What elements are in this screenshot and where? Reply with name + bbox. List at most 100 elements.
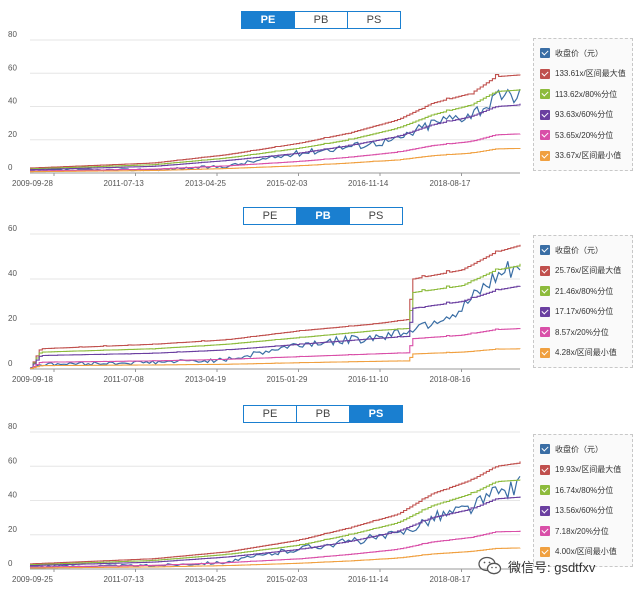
tab-pb[interactable]: PB bbox=[297, 406, 350, 422]
legend-label: 93.63x/60%分位 bbox=[555, 110, 614, 120]
checkbox-icon[interactable] bbox=[540, 48, 550, 59]
watermark-text: 微信号: gsdtfxv bbox=[508, 559, 596, 575]
pe-chart: 0 20 40 60 80 2009-09-28 2011-07-13 2013-04-25 2… bbox=[8, 30, 521, 188]
x-tick-label: 2018-08-17 bbox=[430, 179, 471, 188]
tab-pb[interactable]: PB bbox=[297, 208, 350, 224]
legend-item[interactable]: 收盘价（元） bbox=[540, 240, 632, 261]
series-line-3 bbox=[30, 496, 521, 567]
series-line-1 bbox=[30, 244, 521, 369]
series-line-3 bbox=[30, 103, 521, 171]
checkbox-icon[interactable] bbox=[540, 526, 550, 537]
legend-item[interactable]: 53.65x/20%分位 bbox=[540, 125, 632, 146]
legend-label: 113.62x/80%分位 bbox=[555, 89, 618, 99]
legend-item[interactable]: 收盘价（元） bbox=[540, 439, 632, 460]
legend-label: 25.76x/区间最大值 bbox=[555, 266, 622, 276]
y-tick-label: 40 bbox=[8, 97, 17, 106]
legend-label: 17.17x/60%分位 bbox=[555, 307, 614, 317]
y-tick-label: 0 bbox=[8, 559, 13, 568]
x-tick-label: 2009-09-28 bbox=[12, 179, 53, 188]
series-line-2 bbox=[30, 263, 521, 369]
tab-ps[interactable]: PS bbox=[350, 406, 402, 422]
x-tick-label: 2011-07-13 bbox=[104, 179, 145, 188]
checkbox-icon[interactable] bbox=[540, 286, 550, 297]
tab-pe[interactable]: PE bbox=[244, 406, 297, 422]
legend-label: 13.56x/60%分位 bbox=[555, 506, 614, 516]
pb-legend: 收盘价（元） 25.76x/区间最大值 21.46x/80%分位 17.17x/60%… bbox=[533, 235, 633, 368]
legend-label: 8.57x/20%分位 bbox=[555, 327, 609, 337]
checkbox-icon[interactable] bbox=[540, 485, 550, 496]
legend-item[interactable]: 133.61x/区间最大值 bbox=[540, 64, 632, 85]
checkbox-icon[interactable] bbox=[540, 109, 550, 120]
x-tick-label: 2011-07-08 bbox=[104, 375, 145, 384]
legend-item[interactable]: 19.93x/区间最大值 bbox=[540, 460, 632, 481]
legend-item[interactable]: 33.67x/区间最小值 bbox=[540, 146, 632, 167]
series-line-4 bbox=[30, 328, 521, 369]
series-line-1 bbox=[30, 74, 521, 169]
legend-label: 21.46x/80%分位 bbox=[555, 286, 614, 296]
valuation-tabs: PE PB PS bbox=[243, 405, 403, 423]
tab-ps[interactable]: PS bbox=[350, 208, 402, 224]
y-tick-label: 20 bbox=[8, 525, 17, 534]
series-line-2 bbox=[30, 479, 521, 566]
series-line-4 bbox=[30, 530, 521, 568]
checkbox-icon[interactable] bbox=[540, 347, 550, 358]
legend-item[interactable]: 7.18x/20%分位 bbox=[540, 521, 632, 542]
legend-item[interactable]: 4.00x/区间最小值 bbox=[540, 542, 632, 563]
series-line-1 bbox=[30, 461, 521, 565]
tab-pe[interactable]: PE bbox=[242, 12, 295, 28]
legend-item[interactable]: 收盘价（元） bbox=[540, 43, 632, 64]
series-line-3 bbox=[30, 285, 521, 369]
legend-item[interactable]: 17.17x/60%分位 bbox=[540, 302, 632, 323]
legend-label: 收盘价（元） bbox=[555, 48, 603, 58]
legend-label: 4.00x/区间最小值 bbox=[555, 547, 617, 557]
series-line-5 bbox=[30, 147, 521, 173]
checkbox-icon[interactable] bbox=[540, 327, 550, 338]
pe-legend: 收盘价（元） 133.61x/区间最大值 113.62x/80%分位 93.63x/6… bbox=[533, 38, 633, 171]
checkbox-icon[interactable] bbox=[540, 130, 550, 141]
legend-item[interactable]: 8.57x/20%分位 bbox=[540, 322, 632, 343]
checkbox-icon[interactable] bbox=[540, 68, 550, 79]
tab-pb[interactable]: PB bbox=[295, 12, 348, 28]
checkbox-icon[interactable] bbox=[540, 150, 550, 161]
legend-item[interactable]: 4.28x/区间最小值 bbox=[540, 343, 632, 364]
legend-item[interactable]: 113.62x/80%分位 bbox=[540, 84, 632, 105]
tab-ps[interactable]: PS bbox=[348, 12, 400, 28]
legend-item[interactable]: 16.74x/80%分位 bbox=[540, 480, 632, 501]
x-tick-label: 2009-09-18 bbox=[12, 375, 53, 384]
y-tick-label: 20 bbox=[8, 130, 17, 139]
checkbox-icon[interactable] bbox=[540, 464, 550, 475]
legend-label: 19.93x/区间最大值 bbox=[555, 465, 622, 475]
valuation-tabs: PE PB PS bbox=[241, 11, 401, 29]
x-tick-label: 2013-04-25 bbox=[185, 575, 226, 584]
checkbox-icon[interactable] bbox=[540, 89, 550, 100]
legend-item[interactable]: 21.46x/80%分位 bbox=[540, 281, 632, 302]
checkbox-icon[interactable] bbox=[540, 265, 550, 276]
y-tick-label: 80 bbox=[8, 30, 17, 39]
legend-item[interactable]: 93.63x/60%分位 bbox=[540, 105, 632, 126]
legend-label: 7.18x/20%分位 bbox=[555, 526, 609, 536]
x-tick-label: 2009-09-25 bbox=[12, 575, 53, 584]
series-line-0 bbox=[29, 475, 521, 569]
legend-item[interactable]: 13.56x/60%分位 bbox=[540, 501, 632, 522]
y-tick-label: 60 bbox=[8, 63, 17, 72]
legend-item[interactable]: 25.76x/区间最大值 bbox=[540, 261, 632, 282]
checkbox-icon[interactable] bbox=[540, 505, 550, 516]
series-line-4 bbox=[30, 133, 521, 172]
series-line-0 bbox=[29, 261, 521, 370]
legend-label: 133.61x/区间最大值 bbox=[555, 69, 626, 79]
legend-label: 16.74x/80%分位 bbox=[555, 485, 614, 495]
x-tick-label: 2015-02-03 bbox=[267, 179, 308, 188]
x-tick-label: 2015-02-03 bbox=[267, 575, 308, 584]
wechat-icon bbox=[478, 556, 502, 575]
checkbox-icon[interactable] bbox=[540, 245, 550, 256]
legend-label: 收盘价（元） bbox=[555, 444, 603, 454]
checkbox-icon[interactable] bbox=[540, 306, 550, 317]
y-tick-label: 40 bbox=[8, 269, 17, 278]
x-tick-label: 2013-04-19 bbox=[185, 375, 226, 384]
tab-pe[interactable]: PE bbox=[244, 208, 297, 224]
checkbox-icon[interactable] bbox=[540, 444, 550, 455]
series-line-5 bbox=[30, 547, 521, 569]
y-tick-label: 0 bbox=[8, 163, 13, 172]
ps-chart: 0 20 40 60 80 2009-09-25 2011-07-13 2013-04-25 2… bbox=[8, 422, 521, 584]
checkbox-icon[interactable] bbox=[540, 546, 550, 557]
